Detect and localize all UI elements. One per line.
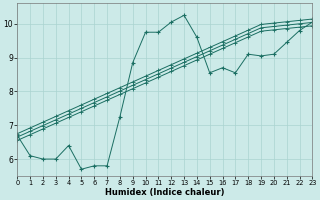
X-axis label: Humidex (Indice chaleur): Humidex (Indice chaleur) bbox=[105, 188, 225, 197]
